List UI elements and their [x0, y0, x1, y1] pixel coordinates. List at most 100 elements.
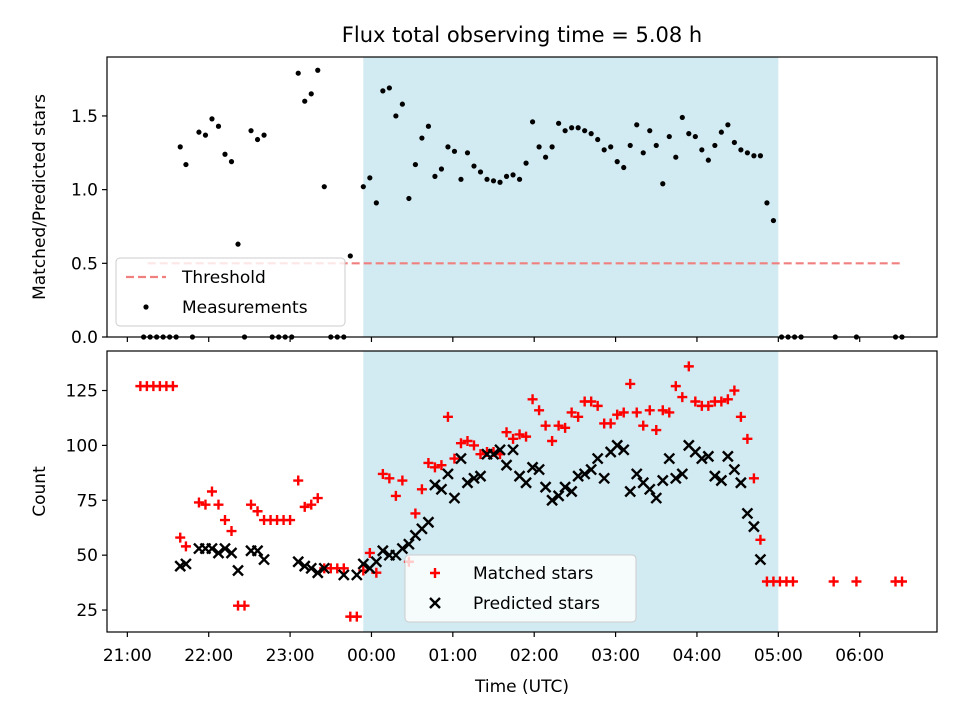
matched-star-point	[175, 532, 186, 543]
matched-star-point	[573, 411, 584, 422]
matched-star-point	[306, 499, 317, 510]
predicted-star-point	[709, 470, 721, 482]
measurement-point	[209, 116, 215, 122]
predicted-star-point	[598, 472, 611, 485]
measurement-point	[503, 173, 510, 179]
measurement-point	[751, 153, 757, 159]
measurement-point	[484, 176, 490, 182]
matched-star-point	[703, 400, 714, 411]
predicted-star-point	[735, 476, 747, 489]
y-tick-label: 75	[76, 491, 98, 511]
measurement-point	[549, 144, 555, 150]
predicted-star-point	[624, 485, 637, 498]
measurement-point	[705, 157, 711, 163]
matched-star-point	[246, 499, 257, 510]
predicted-star-point	[225, 547, 238, 559]
matched-star-point	[534, 405, 545, 416]
predicted-star-point	[487, 448, 500, 461]
matched-star-point	[200, 499, 211, 510]
measurement-point	[347, 253, 353, 259]
matched-star-point	[430, 568, 440, 578]
measurement-point	[536, 144, 542, 150]
measurement-point	[458, 176, 464, 182]
predicted-star-point	[507, 443, 519, 456]
x-tick-label: 04:00	[672, 646, 721, 666]
matched-star-point	[690, 396, 701, 407]
x-tick-label: 22:00	[184, 646, 233, 666]
matched-star-point	[239, 600, 250, 611]
matched-star-point	[455, 438, 466, 449]
matched-star-point	[540, 420, 551, 431]
matched-star-point	[390, 490, 401, 501]
predicted-star-point	[232, 564, 244, 577]
measurement-point	[464, 150, 471, 156]
matched-star-point	[729, 385, 740, 396]
predicted-star-point	[565, 485, 578, 498]
predicted-star-point	[258, 553, 270, 566]
measurement-point	[666, 133, 672, 140]
x-axis-label: Time (UTC)	[474, 677, 569, 697]
predicted-star-point	[305, 562, 318, 575]
predicted-star-point	[520, 476, 532, 489]
matched-star-point	[664, 407, 675, 418]
matched-star-point	[755, 534, 766, 545]
measurement-point	[562, 128, 568, 134]
predicted-star-point	[754, 553, 767, 566]
y-tick-label: 0.5	[71, 254, 98, 274]
measurement-point	[725, 122, 731, 128]
matched-star-point	[828, 576, 839, 587]
axes-frame	[106, 350, 938, 633]
x-tick-label: 23:00	[266, 646, 315, 666]
measurement-point	[556, 120, 562, 126]
matched-star-point	[377, 468, 388, 479]
predicted-star-point	[539, 481, 552, 493]
measurement-point	[679, 114, 685, 121]
measurement-point	[228, 159, 235, 165]
measurement-point	[471, 163, 477, 169]
measurement-point	[419, 135, 425, 141]
measurement-point	[634, 122, 640, 128]
measurement-point	[582, 128, 588, 134]
predicted-star-point	[251, 544, 264, 557]
measurement-point	[588, 131, 594, 137]
predicted-star-point	[728, 463, 741, 476]
measurement-point	[614, 159, 620, 165]
matched-star-point	[514, 429, 525, 440]
measurement-point	[647, 128, 653, 134]
predicted-star-point	[715, 474, 728, 487]
predicted-star-point	[591, 452, 604, 465]
matched-star-point	[219, 515, 230, 526]
matched-star-point	[592, 400, 603, 411]
measurement-point	[177, 144, 183, 150]
predicted-star-point	[552, 490, 565, 502]
x-tick-label: 01:00	[428, 646, 477, 666]
measurement-point	[302, 98, 308, 104]
predicted-star-point	[350, 569, 363, 581]
measurement-point	[523, 160, 529, 166]
chart-title: Flux total observing time = 5.08 h	[342, 23, 702, 47]
predicted-star-point	[572, 470, 584, 482]
legend: Matched stars Predicted stars	[404, 554, 637, 623]
measurement-point	[640, 150, 646, 156]
measurement-point	[295, 70, 301, 76]
predicted-star-point	[311, 566, 324, 579]
measurement-point	[360, 184, 366, 190]
predicted-star-point	[695, 452, 708, 465]
measurement-point	[497, 179, 503, 185]
y-tick-label: 0.0	[71, 328, 98, 348]
legend: Threshold Measurements	[115, 257, 346, 327]
measurement-point	[542, 154, 549, 160]
predicted-star-point	[722, 450, 734, 463]
predicted-star-point	[448, 492, 461, 504]
measurement-point	[386, 85, 392, 91]
matched-star-point	[851, 576, 862, 587]
measurement-point	[712, 142, 718, 149]
matched-star-point	[416, 484, 427, 495]
matched-star-point	[501, 427, 512, 438]
matched-star-point	[293, 475, 304, 486]
measurement-point	[261, 132, 267, 138]
matched-star-point	[397, 475, 408, 486]
predicted-star-point	[526, 461, 539, 474]
measurement-point	[490, 178, 497, 184]
predicted-star-point	[403, 538, 415, 551]
